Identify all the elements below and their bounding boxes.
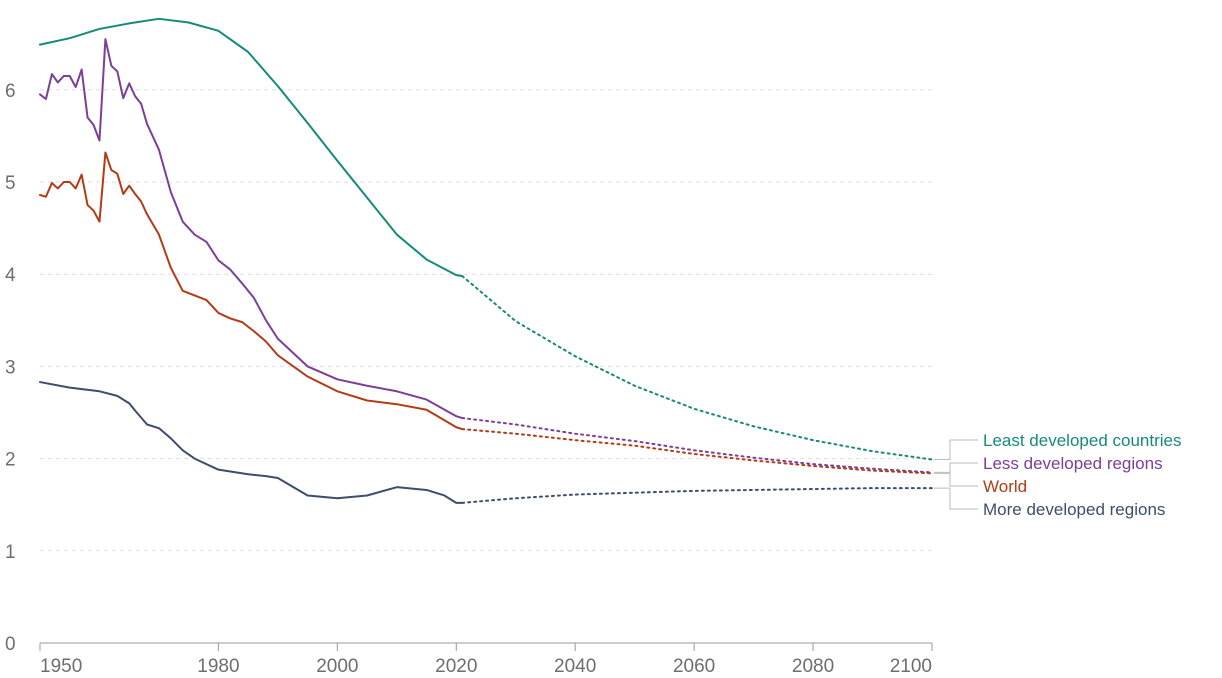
series-projection-less-developed-regions bbox=[461, 417, 933, 474]
x-tick-label: 2040 bbox=[554, 656, 596, 677]
series-line-world bbox=[39, 151, 464, 431]
series-lines bbox=[39, 17, 933, 504]
legend: Least developed countries Less developed … bbox=[934, 431, 1181, 519]
legend-connector-least-developed-countries bbox=[934, 439, 978, 461]
series-projection-world bbox=[461, 428, 933, 475]
y-tick-label: 0 bbox=[5, 634, 16, 655]
legend-label-least-developed-countries: Least developed countries bbox=[983, 431, 1181, 450]
y-axis-ticks: 0 1 2 3 4 5 6 bbox=[5, 81, 16, 655]
y-tick-label: 2 bbox=[5, 450, 16, 471]
series-projection-least-developed-countries bbox=[461, 275, 933, 461]
x-tick-label: 2100 bbox=[890, 656, 932, 677]
x-tick-label: 2080 bbox=[792, 656, 834, 677]
x-tick-label: 2020 bbox=[435, 656, 477, 677]
legend-connector-less-developed-regions bbox=[934, 462, 978, 473]
y-tick-label: 1 bbox=[5, 542, 16, 563]
y-tick-label: 4 bbox=[5, 265, 16, 286]
x-tick-label: 1950 bbox=[40, 656, 82, 677]
grid-lines bbox=[40, 89, 932, 552]
x-tick-label: 2060 bbox=[673, 656, 715, 677]
series-line-least-developed-countries bbox=[39, 17, 464, 278]
legend-label-less-developed-regions: Less developed regions bbox=[983, 454, 1163, 473]
y-tick-label: 3 bbox=[5, 357, 16, 378]
x-tick-label: 2000 bbox=[316, 656, 358, 677]
y-tick-label: 5 bbox=[5, 173, 16, 194]
legend-connector-world bbox=[934, 472, 978, 487]
legend-label-more-developed-regions: More developed regions bbox=[983, 500, 1165, 519]
x-tick-label: 1980 bbox=[197, 656, 239, 677]
x-axis-ticks: 1950 1980 2000 2020 2040 2060 2080 2100 bbox=[39, 642, 933, 677]
y-tick-label: 6 bbox=[5, 81, 16, 102]
series-line-less-developed-regions bbox=[39, 38, 464, 420]
legend-connector-more-developed-regions bbox=[934, 487, 978, 510]
series-projection-more-developed-regions bbox=[461, 487, 933, 504]
legend-label-world: World bbox=[983, 477, 1027, 496]
series-line-more-developed-regions bbox=[39, 381, 464, 504]
